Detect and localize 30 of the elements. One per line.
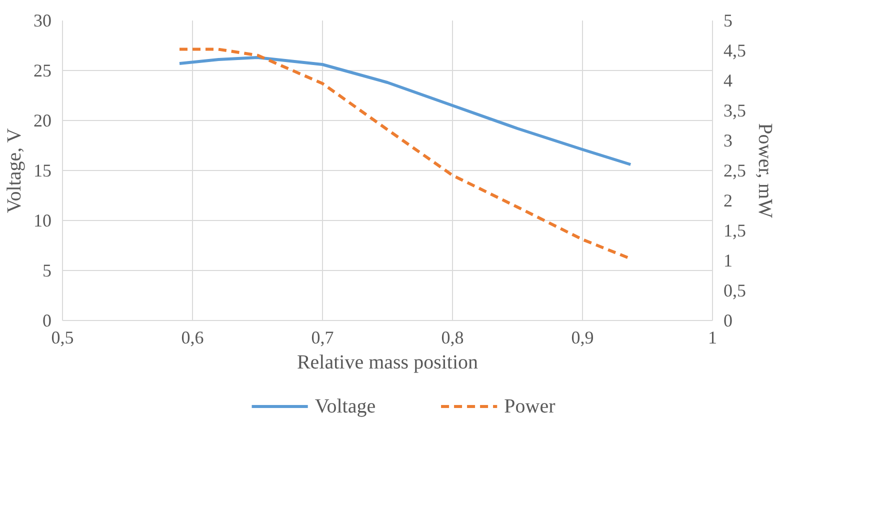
y2-tick-label: 3,5 — [724, 100, 746, 120]
y-tick-label: 15 — [34, 160, 52, 180]
x-tick-label: 0,8 — [441, 328, 464, 348]
y2-tick-label: 1 — [724, 250, 732, 270]
y-tick-label: 0 — [42, 310, 52, 330]
y-axis-title: Voltage, V — [4, 128, 26, 214]
y2-axis-title: Power, mW — [754, 123, 776, 218]
y2-tick-label: 3 — [724, 130, 732, 150]
line-series — [178, 56, 632, 166]
y2-tick-label: 5 — [724, 10, 732, 30]
legend-label: Power — [504, 396, 556, 418]
x-tick-label: 0,9 — [571, 328, 594, 348]
y-tick-label: 20 — [34, 110, 52, 130]
y2-tick-label: 2,5 — [724, 160, 746, 180]
x-tick-label: 0,7 — [311, 328, 334, 348]
y-tick-label: 25 — [34, 60, 52, 80]
y2-tick-label: 1,5 — [724, 220, 746, 240]
y-tick-label: 30 — [34, 10, 52, 30]
x-tick-label: 1 — [708, 328, 717, 348]
y2-tick-label: 4 — [724, 70, 732, 90]
y-tick-label: 10 — [34, 210, 52, 230]
y-tick-label: 5 — [42, 260, 52, 280]
y2-tick-label: 0,5 — [724, 280, 746, 300]
x-tick-label: 0,6 — [181, 328, 204, 348]
x-tick-label: 0,5 — [51, 328, 74, 348]
y2-tick-label: 0 — [724, 310, 732, 330]
legend-label: Voltage — [314, 396, 376, 418]
y2-tick-label: 2 — [724, 190, 732, 210]
x-axis-title: Relative mass position — [296, 352, 478, 374]
y2-tick-label: 4,5 — [724, 40, 746, 60]
